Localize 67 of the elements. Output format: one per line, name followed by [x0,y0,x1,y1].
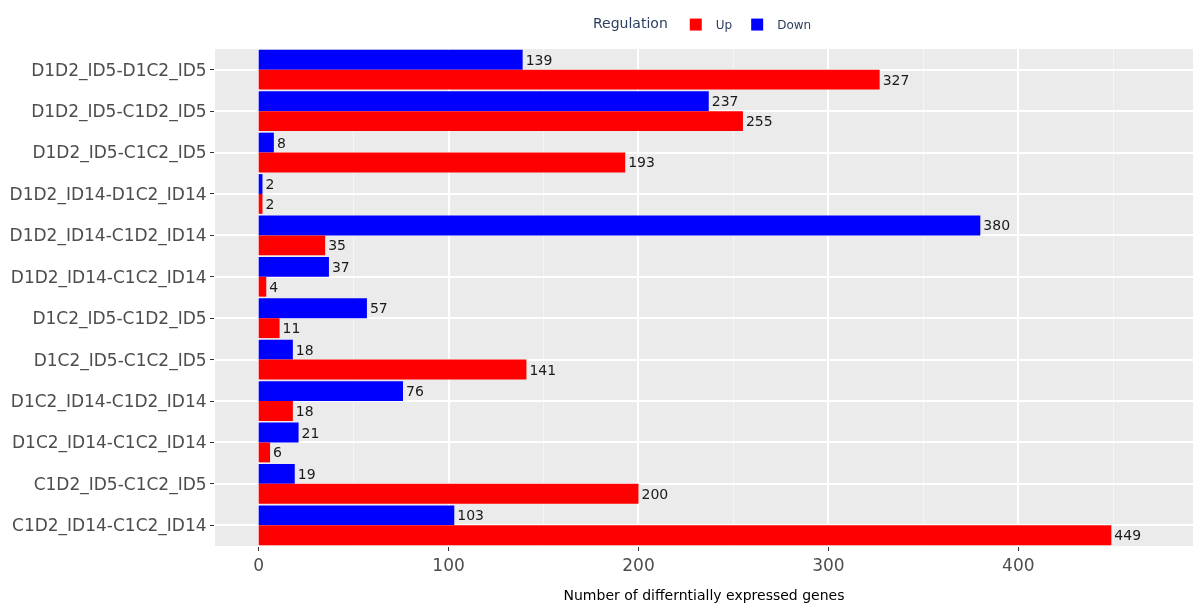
y-tick-label: D1D2_ID14-D1C2_ID14 [9,183,207,205]
data-label: 11 [282,320,301,337]
data-label: 35 [328,237,346,254]
data-label: 76 [406,383,424,400]
bar [258,525,1112,546]
bar [258,235,326,256]
y-tick-label: D1D2_ID5-C1C2_ID5 [32,142,207,164]
bar [258,91,709,112]
y-tick-label: D1D2_ID14-C1C2_ID14 [10,266,207,288]
bar [258,298,367,319]
legend-title: Regulation [593,15,668,32]
data-label: 237 [711,93,739,110]
bar [258,111,743,132]
data-label: 21 [301,424,320,441]
bar [258,359,527,380]
bar [258,276,267,297]
x-tick-label: 300 [812,555,845,576]
x-tick-label: 200 [622,555,655,576]
bar [258,442,271,463]
y-tick-label: C1D2_ID5-C1C2_ID5 [33,473,207,495]
data-label: 103 [457,507,485,524]
data-label: 449 [1114,527,1142,544]
data-label: 37 [331,258,350,275]
y-tick-label: D1C2_ID5-C1C2_ID5 [33,349,207,371]
data-label: 8 [276,134,286,151]
bar [258,381,403,402]
data-label: 2 [265,176,275,193]
data-label: 139 [525,51,553,68]
bar [258,69,880,90]
x-axis-title: Number of differntially expressed genes [563,586,845,603]
y-tick-label: D1D2_ID5-C1D2_ID5 [31,101,207,123]
y-tick-label: D1C2_ID14-C1D2_ID14 [10,390,207,412]
x-tick-label: 100 [432,555,465,576]
data-label: 18 [295,341,314,358]
bar [258,152,626,173]
x-tick-label: 400 [1002,555,1035,576]
bar [258,505,455,526]
bar [258,401,293,421]
data-label: 380 [983,217,1011,234]
bar [258,463,295,484]
data-label: 193 [628,154,655,171]
y-tick-label: D1D2_ID14-C1D2_ID14 [9,225,207,247]
bar [258,132,274,153]
data-label: 19 [297,465,316,482]
bar [258,339,293,360]
x-tick-label: 0 [253,555,265,576]
data-label: 327 [882,71,910,88]
data-label: 4 [269,278,279,295]
bar [258,49,523,70]
data-label: 200 [641,485,669,502]
y-tick-label: D1C2_ID5-C1D2_ID5 [32,308,207,330]
legend-label: Down [777,18,812,33]
y-tick-label: C1D2_ID14-C1C2_ID14 [12,515,207,537]
data-label: 2 [265,195,275,212]
bar [258,483,639,504]
data-label: 141 [529,361,557,378]
data-label: 255 [745,113,773,130]
bar [258,256,329,277]
bar [258,318,280,339]
y-tick-label: D1C2_ID14-C1C2_ID14 [12,432,207,454]
legend-label: Up [715,18,733,33]
bar [258,422,299,443]
data-label: 6 [273,444,283,461]
data-label: 18 [295,402,314,419]
y-tick-label: D1D2_ID5-D1C2_ID5 [31,59,207,81]
data-label: 57 [369,300,388,317]
bar [258,215,981,236]
